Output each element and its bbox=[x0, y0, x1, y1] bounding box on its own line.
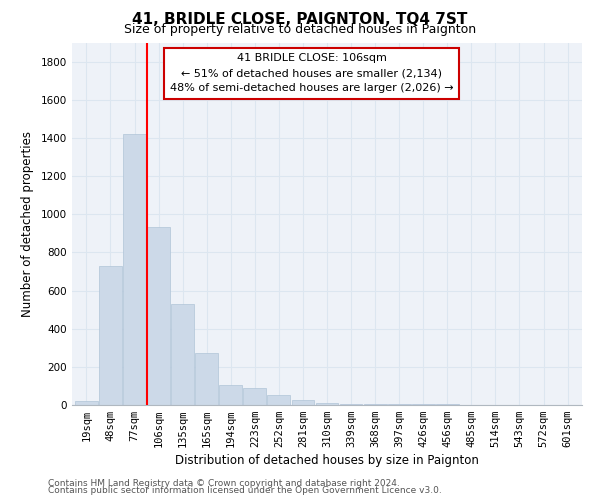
Text: Contains HM Land Registry data © Crown copyright and database right 2024.: Contains HM Land Registry data © Crown c… bbox=[48, 478, 400, 488]
Bar bbox=[123, 134, 146, 405]
Y-axis label: Number of detached properties: Number of detached properties bbox=[21, 130, 34, 317]
Bar bbox=[147, 226, 170, 405]
Bar bbox=[388, 404, 410, 405]
Bar bbox=[436, 404, 459, 405]
Text: 41, BRIDLE CLOSE, PAIGNTON, TQ4 7ST: 41, BRIDLE CLOSE, PAIGNTON, TQ4 7ST bbox=[133, 12, 467, 28]
Bar bbox=[171, 304, 194, 405]
Bar bbox=[412, 404, 434, 405]
Bar bbox=[268, 396, 290, 405]
Bar bbox=[220, 386, 242, 405]
Bar bbox=[99, 266, 122, 405]
Text: Contains public sector information licensed under the Open Government Licence v3: Contains public sector information licen… bbox=[48, 486, 442, 495]
Bar bbox=[75, 401, 98, 405]
Text: 41 BRIDLE CLOSE: 106sqm
← 51% of detached houses are smaller (2,134)
48% of semi: 41 BRIDLE CLOSE: 106sqm ← 51% of detache… bbox=[170, 54, 454, 93]
Bar bbox=[244, 388, 266, 405]
Bar bbox=[340, 404, 362, 405]
Bar bbox=[316, 403, 338, 405]
Text: Size of property relative to detached houses in Paignton: Size of property relative to detached ho… bbox=[124, 22, 476, 36]
X-axis label: Distribution of detached houses by size in Paignton: Distribution of detached houses by size … bbox=[175, 454, 479, 468]
Bar bbox=[292, 400, 314, 405]
Bar bbox=[364, 404, 386, 405]
Bar bbox=[195, 354, 218, 405]
